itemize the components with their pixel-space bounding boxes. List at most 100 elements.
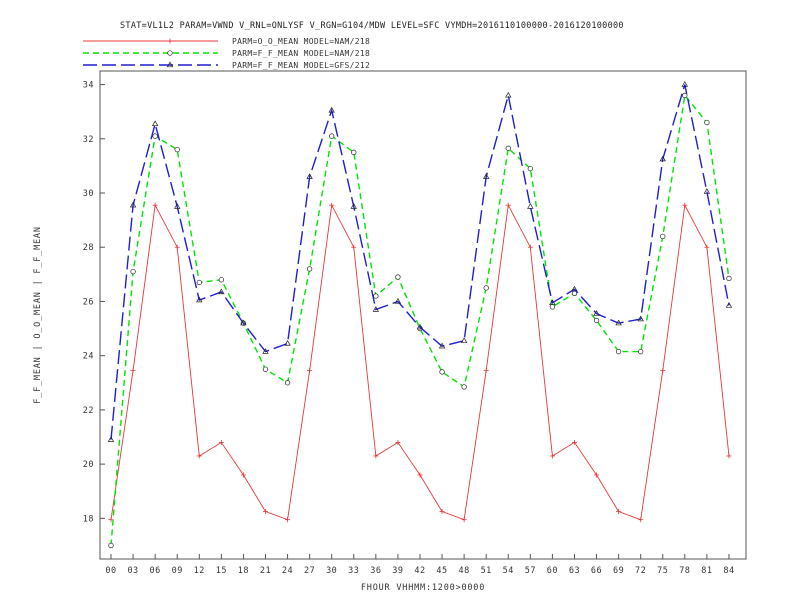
x-tick-label: 45 <box>436 566 447 576</box>
data-point <box>461 384 467 390</box>
data-point <box>571 439 577 445</box>
data-point <box>284 339 291 346</box>
data-point <box>660 368 666 374</box>
legend-entry: PARM=O_O_MEAN MODEL=NAM/218 <box>232 37 370 46</box>
x-tick-label: 75 <box>657 566 668 576</box>
data-point <box>196 296 203 303</box>
y-tick-label: 30 <box>83 189 94 199</box>
data-point <box>571 285 578 292</box>
x-tick-label: 15 <box>216 566 227 576</box>
series-line <box>110 93 730 546</box>
data-point <box>174 244 180 250</box>
y-tick-label: 20 <box>83 460 94 470</box>
x-tick-label: 69 <box>613 566 624 576</box>
legend-entry: PARM=F_F_MEAN MODEL=NAM/218 <box>232 49 370 58</box>
data-point <box>394 297 402 304</box>
data-point <box>350 203 357 209</box>
data-point <box>129 201 137 208</box>
x-tick-label: 18 <box>238 566 249 576</box>
series-line <box>110 84 730 440</box>
y-tick-label: 32 <box>83 135 94 145</box>
data-point <box>218 277 225 283</box>
data-point <box>438 342 446 349</box>
x-tick-label: 81 <box>701 566 712 576</box>
data-point <box>461 517 467 523</box>
x-tick-label: 24 <box>282 566 293 576</box>
data-point <box>638 517 644 523</box>
data-point <box>108 542 114 549</box>
legend-marker <box>167 50 173 56</box>
data-point <box>328 106 335 113</box>
x-tick-label: 06 <box>150 566 161 576</box>
x-tick-label: 54 <box>503 566 514 576</box>
data-point <box>704 244 710 250</box>
data-point <box>196 279 202 286</box>
x-tick-label: 09 <box>172 566 183 576</box>
data-point <box>681 81 689 87</box>
x-tick-label: 36 <box>370 566 381 576</box>
data-point <box>483 368 489 374</box>
data-point <box>107 436 115 442</box>
data-point <box>439 509 445 515</box>
data-point <box>218 288 225 295</box>
legend-marker <box>167 38 173 44</box>
legend: PARM=O_O_MEAN MODEL=NAM/218 PARM=F_F_MEAN… <box>83 37 370 70</box>
x-tick-label: 03 <box>127 566 138 576</box>
x-tick-label: 60 <box>547 566 558 576</box>
data-point <box>527 203 534 209</box>
y-axis-label: F_F_MEAN | O_O_MEAN | F_F_MEAN <box>33 226 43 404</box>
data-point <box>682 202 688 208</box>
data-point <box>726 453 732 459</box>
data-point <box>594 472 600 478</box>
data-point <box>505 145 511 151</box>
chart-title: STAT=VL1L2 PARAM=VWND V_RNL=ONLYSF V_RGN… <box>120 21 624 31</box>
data-point <box>416 323 424 330</box>
data-point <box>725 301 733 308</box>
data-point <box>527 244 533 250</box>
legend-entry: PARM=F_F_MEAN MODEL=GFS/212 <box>232 61 370 70</box>
y-tick-label: 34 <box>83 81 94 91</box>
data-point <box>285 517 291 523</box>
x-tick-label: 51 <box>481 566 492 576</box>
data-point <box>482 173 490 179</box>
data-point <box>329 133 335 139</box>
y-tick-label: 28 <box>83 243 94 253</box>
data-point <box>593 310 600 316</box>
data-point <box>306 173 313 179</box>
x-tick-label: 72 <box>635 566 646 576</box>
data-point <box>682 92 688 99</box>
series-2 <box>108 92 732 549</box>
series-layer <box>107 81 733 549</box>
x-tick-label: 84 <box>723 566 734 576</box>
data-point <box>703 188 711 194</box>
data-point <box>351 149 357 155</box>
data-point <box>262 366 269 372</box>
legend-marker <box>166 61 174 68</box>
plot-frame <box>99 70 747 560</box>
data-point <box>151 120 159 127</box>
series-3 <box>107 81 733 442</box>
data-point <box>240 319 247 326</box>
x-tick-label: 39 <box>392 566 403 576</box>
data-point <box>262 348 269 354</box>
data-point <box>439 369 445 375</box>
data-point <box>593 317 600 324</box>
data-point <box>284 380 291 386</box>
data-point <box>726 275 732 282</box>
data-point <box>240 472 246 478</box>
data-point <box>616 509 622 515</box>
y-tick-label: 22 <box>83 406 94 416</box>
data-point <box>483 285 489 291</box>
data-point <box>659 155 666 162</box>
data-point <box>174 146 180 153</box>
data-point <box>395 274 401 280</box>
data-point <box>218 439 224 445</box>
data-point <box>306 266 313 272</box>
x-tick-label: 21 <box>260 566 271 576</box>
data-point <box>637 315 644 322</box>
series-1 <box>108 202 732 523</box>
data-point <box>417 472 423 478</box>
x-tick-label: 63 <box>569 566 580 576</box>
data-point <box>372 306 380 312</box>
data-point <box>329 202 335 208</box>
